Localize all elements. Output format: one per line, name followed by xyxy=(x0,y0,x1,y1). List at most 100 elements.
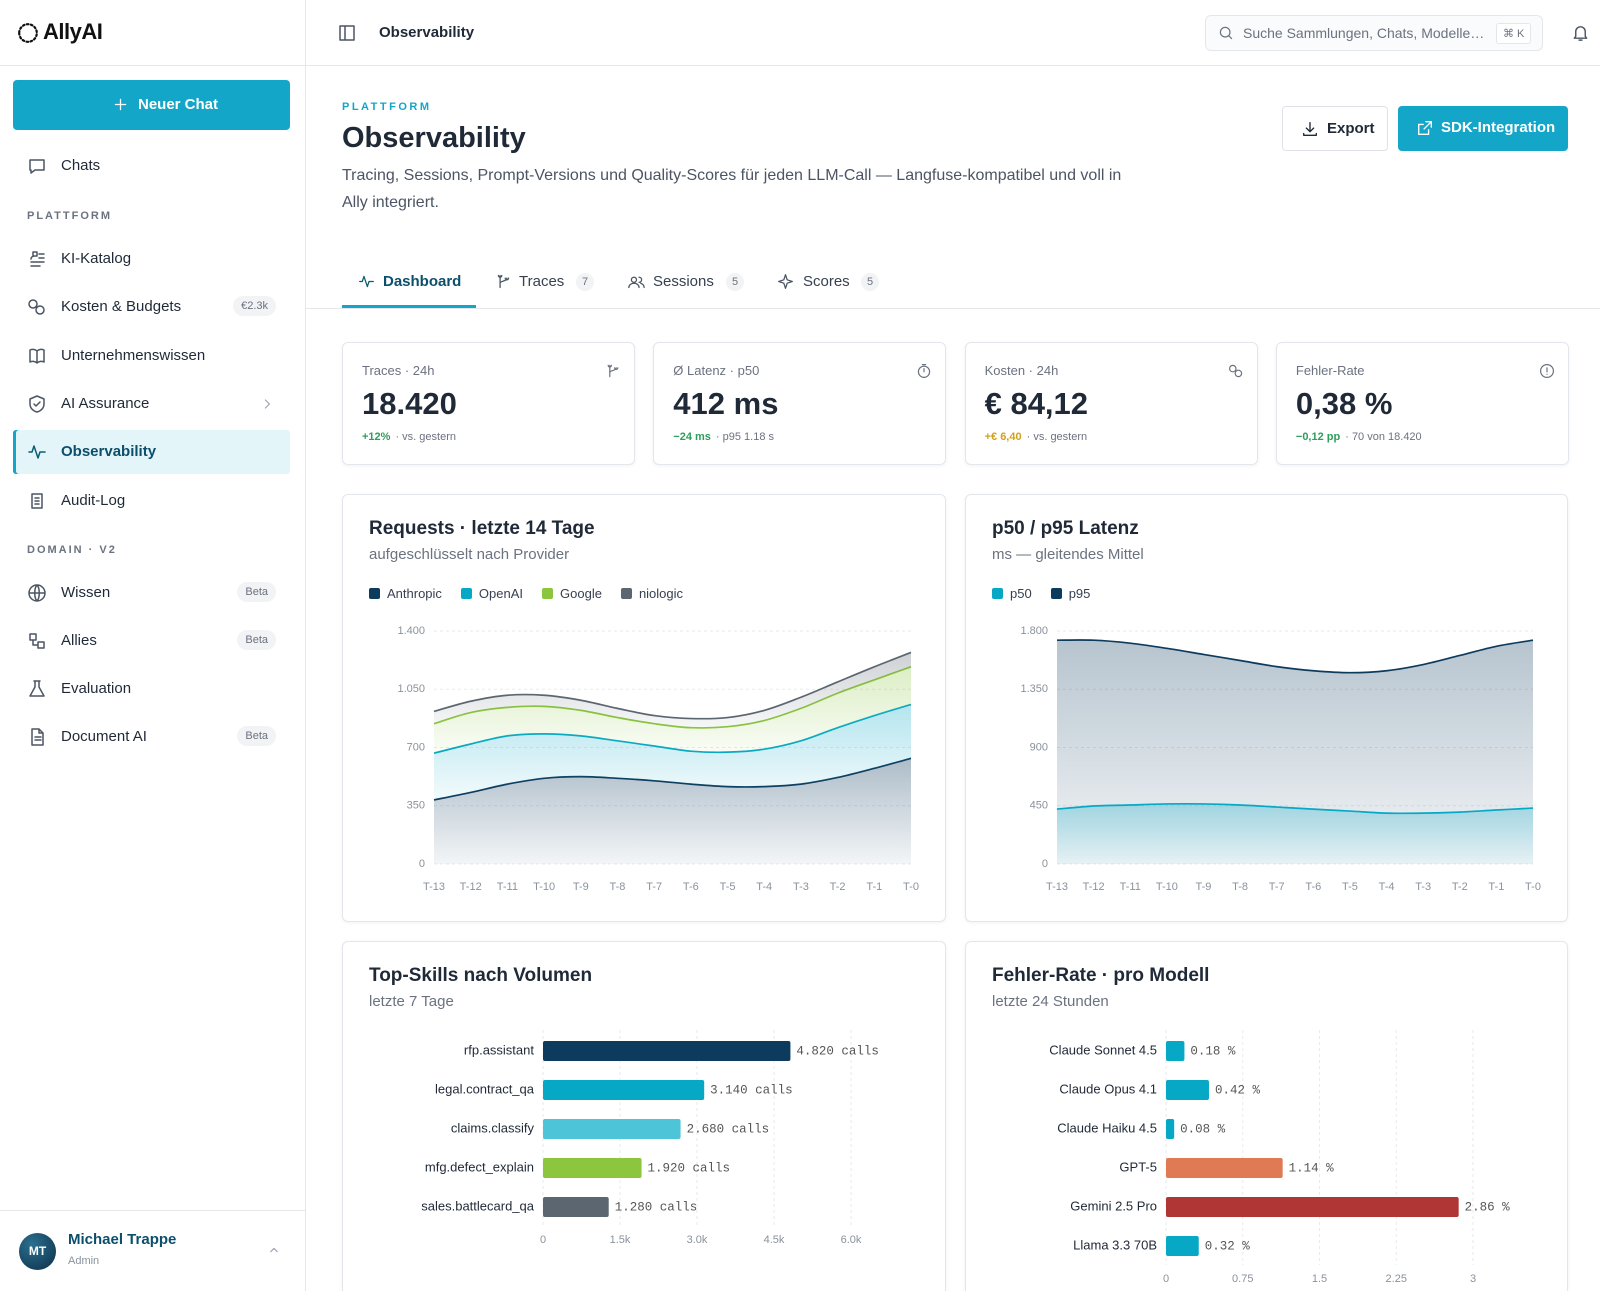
nav-badge: Beta xyxy=(237,726,276,747)
nav-badge: Beta xyxy=(237,629,276,650)
icon-path xyxy=(28,299,45,316)
chart: 0 450 900 1.350 1.800 T-13 T-12 T-11 T-10 T-9 T-8 T… xyxy=(1020,625,1540,893)
chart-subtitle: letzte 7 Tage xyxy=(369,993,454,1010)
search-box[interactable]: Suche Sammlungen, Chats, Modelle… ⌘ K xyxy=(1205,15,1543,51)
icon-path xyxy=(1573,26,1588,41)
export-button[interactable]: Export xyxy=(1282,106,1388,151)
nav-label: Document AI xyxy=(61,728,147,746)
x-tick-label: T-13 xyxy=(1046,881,1068,893)
icon xyxy=(1573,26,1588,41)
icon xyxy=(339,25,355,41)
bar xyxy=(1166,1080,1209,1100)
y-tick-label: 700 xyxy=(407,741,425,753)
kpi-note: · vs. gestern xyxy=(1026,431,1088,443)
value-label: 1.920 calls xyxy=(648,1161,731,1175)
icon-path xyxy=(29,159,45,174)
nav-item[interactable]: AI Assurance xyxy=(13,382,290,426)
chart-title: p50 / p95 Latenz xyxy=(992,518,1139,539)
kpi-label: Fehler-Rate xyxy=(1295,363,1365,378)
legend-swatch xyxy=(1050,588,1062,599)
nav-item[interactable]: Chats xyxy=(13,144,290,188)
nav-item[interactable]: Evaluation xyxy=(13,667,290,711)
x-tick-label: T-7 xyxy=(646,881,662,893)
icon xyxy=(28,583,46,602)
new-chat-button[interactable]: Neuer Chat xyxy=(13,80,290,130)
icon-path xyxy=(270,1247,278,1253)
y-tick-label: 1.050 xyxy=(397,683,425,695)
y-tick-label: Claude Sonnet 4.5 xyxy=(1049,1042,1157,1057)
icon xyxy=(28,445,46,459)
x-tick-label: T-11 xyxy=(497,881,518,893)
y-tick-label: 0 xyxy=(1042,858,1048,870)
chart-card: 0 350 700 1.050 1.400 T-13 T-12 T-11 T-10 T-9 T-8 T… xyxy=(342,494,946,922)
value-label: 0.18 % xyxy=(1190,1044,1236,1058)
user-role: Admin xyxy=(68,1255,100,1267)
legend-item: p50 xyxy=(992,586,1032,601)
nav-item[interactable]: Observability xyxy=(13,430,290,475)
legend: Anthropic OpenAI Google niologic xyxy=(369,586,683,601)
tab-underline xyxy=(342,305,476,308)
icon xyxy=(18,23,38,43)
x-tick-label: 2.25 xyxy=(1386,1273,1407,1285)
area xyxy=(434,758,911,864)
eyebrow: PLATTFORM xyxy=(342,101,432,113)
icon xyxy=(29,633,45,649)
x-tick-label: 3 xyxy=(1470,1273,1476,1285)
kpi-note: · 70 von 18.420 xyxy=(1345,431,1422,443)
kpi-card: Fehler-Rate 0,38 % −0,12 pp · 70 von 18.420 xyxy=(1275,342,1569,465)
nav-label: Chats xyxy=(61,157,101,174)
icon-path xyxy=(28,583,46,602)
bar xyxy=(1166,1236,1199,1256)
nav-label: AI Assurance xyxy=(61,394,150,412)
icon xyxy=(29,159,45,174)
logo: AllyAI xyxy=(43,19,103,44)
bar xyxy=(1166,1041,1185,1061)
nav-item[interactable]: Audit-Log xyxy=(13,479,290,523)
x-tick-label: T-8 xyxy=(610,881,626,893)
icon-path xyxy=(918,364,931,378)
kpi-value: 0,38 % xyxy=(1295,386,1393,421)
icon-path xyxy=(30,251,45,267)
bar xyxy=(1166,1197,1459,1217)
tab-count: 7 xyxy=(576,273,594,291)
icon-path xyxy=(628,276,645,289)
sdk-button[interactable]: SDK-Integration xyxy=(1398,106,1568,151)
nav-label: Allies xyxy=(61,631,97,649)
x-tick-label: T-6 xyxy=(683,881,699,893)
kpi-value: 412 ms xyxy=(673,386,779,421)
bar xyxy=(543,1119,681,1139)
icon xyxy=(497,274,510,289)
legend-swatch xyxy=(620,588,632,599)
legend-label: niologic xyxy=(638,586,684,601)
icon xyxy=(270,1247,278,1253)
nav-item[interactable]: Document AI Beta xyxy=(13,715,290,759)
x-tick-label: T-10 xyxy=(533,881,555,893)
value-label: 1.280 calls xyxy=(615,1200,698,1214)
kpi-label: Traces · 24h xyxy=(362,363,435,378)
tabs-divider xyxy=(305,308,1600,309)
nav-item[interactable]: Unternehmenswissen xyxy=(13,334,290,378)
y-tick-label: mfg.defect_explain xyxy=(425,1159,534,1174)
nav-item[interactable]: Allies Beta xyxy=(13,619,290,663)
icon-path xyxy=(264,399,270,409)
legend-swatch xyxy=(992,588,1003,599)
y-tick-label: 0 xyxy=(419,858,425,870)
icon-path xyxy=(31,728,44,747)
tab-label: Sessions xyxy=(653,273,714,290)
legend-item: p95 xyxy=(1050,586,1090,601)
chart-title: Top-Skills nach Volumen xyxy=(369,965,593,986)
area xyxy=(434,652,911,728)
area xyxy=(1057,803,1533,864)
kpi-note: · p95 1.18 s xyxy=(715,431,775,443)
icon xyxy=(1228,364,1242,378)
nav-item[interactable]: Kosten & Budgets €2.3k xyxy=(13,285,290,329)
nav-item[interactable]: Wissen Beta xyxy=(13,571,290,615)
nav-item[interactable]: KI-Katalog xyxy=(13,237,290,281)
icon xyxy=(29,395,45,413)
user-name: Michael Trappe xyxy=(68,1231,177,1248)
nav-badge: Beta xyxy=(237,581,276,602)
avatar: MT xyxy=(19,1233,56,1270)
icon xyxy=(1539,364,1554,378)
kpi-label: Ø Latenz · p50 xyxy=(673,363,760,378)
icon-path xyxy=(29,348,45,364)
